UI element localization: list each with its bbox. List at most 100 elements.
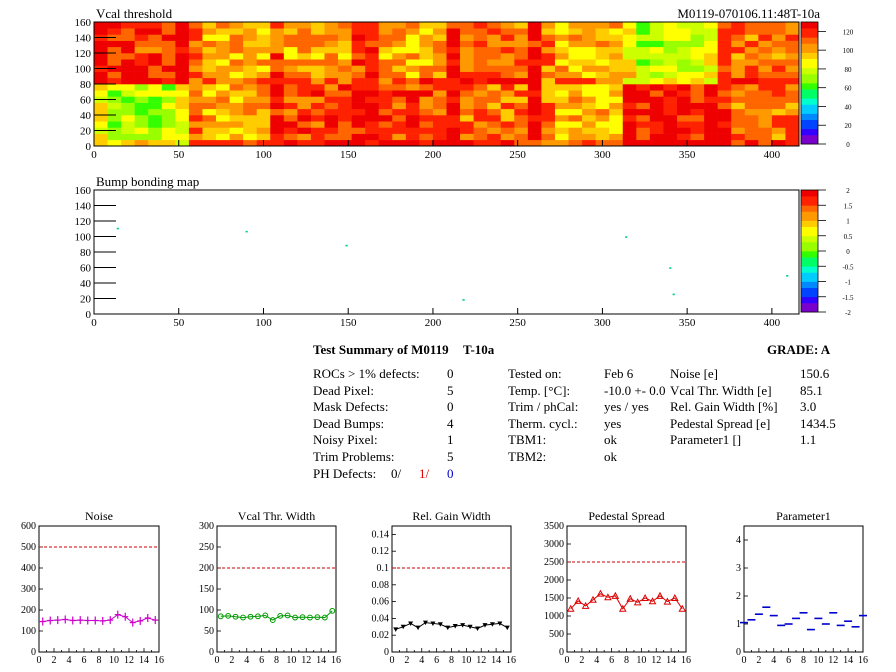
test-info-value: ok [604, 432, 617, 447]
defect-value: 4 [447, 416, 454, 431]
vcal-map-cell [487, 46, 502, 54]
vcal-map-cell [392, 108, 407, 116]
bump-map-x-tick-label: 150 [340, 317, 357, 329]
vcal-map-cell [202, 127, 217, 134]
vcal-map-cell [785, 71, 800, 79]
vcal-map-cell [283, 40, 298, 48]
bump-palette-cell [801, 244, 818, 249]
vcal-map-cell [785, 77, 800, 85]
vcal-map-cell [500, 139, 515, 147]
vcal-map-cell [473, 71, 488, 79]
vcal-map-cell [419, 77, 434, 85]
vcal-map-cell [297, 46, 312, 54]
vcal-map-cell [297, 96, 312, 103]
defect-value: 5 [447, 449, 454, 464]
vcal-map-cell [338, 34, 352, 41]
vcal-map-cell [554, 115, 569, 122]
vcal-map-cell [568, 102, 583, 110]
vcal-map-cell [690, 108, 705, 116]
vcal-map-cell [771, 90, 786, 97]
vcal-map-cell [432, 22, 447, 29]
parameter1-y-tick-label: 0 [736, 647, 741, 658]
bump-map-y-tick-label: 120 [75, 216, 92, 228]
vcal-map-cell [649, 108, 664, 116]
vcal-map-cell [649, 133, 664, 141]
vcal-map-cell [460, 90, 474, 97]
pedestal-spread-x-tick-label: 6 [609, 655, 614, 666]
vcal-map-cell [473, 22, 488, 29]
vcal-map-cell [283, 139, 298, 147]
vcal-palette-cell [801, 58, 818, 63]
vcal-map-cell [175, 40, 190, 48]
vcal-map-cell [731, 59, 746, 66]
vcal-map-cell [392, 71, 407, 79]
vcal-map-cell [107, 84, 122, 91]
bump-palette-cell [801, 281, 818, 285]
noise-x-tick-label: 6 [82, 655, 87, 666]
vcal-map-cell [297, 71, 312, 79]
vcal-map-cell [609, 133, 624, 141]
vcal-map-cell [663, 121, 678, 128]
vcal-map-cell [460, 127, 474, 134]
bump-map-y-tick-label: 140 [75, 201, 92, 213]
vcal-map-cell [365, 90, 380, 97]
vcal-map-cell [310, 108, 325, 116]
bump-palette-cell [801, 299, 818, 304]
vcal-map-cell [446, 71, 461, 79]
vcal-map-cell [121, 71, 135, 79]
pedestal-spread-data-point [678, 604, 687, 612]
gain-width-data-point [393, 627, 399, 632]
vcal-map-cell [243, 121, 257, 128]
vcal-map-cell [514, 133, 529, 141]
gain-width-data-point [482, 623, 488, 628]
vcal-map-cell [256, 53, 271, 60]
vcal-palette-cell [801, 37, 818, 41]
vcal-map-cell [514, 115, 529, 122]
bump-map-y-tick-label: 80 [80, 247, 92, 259]
vcal-map-cell [771, 28, 786, 35]
vcal-map-cell [216, 22, 230, 29]
vcal-map-cell [188, 121, 203, 128]
vcal-map-cell [121, 102, 135, 110]
vcal-map-cell [188, 96, 203, 103]
vcal-map-cell [351, 34, 366, 41]
vcal-map-cell [554, 46, 569, 54]
vcal-map-cell [134, 28, 149, 35]
vcal-map-cell [636, 90, 651, 97]
vcal-map-cell [554, 96, 569, 103]
vcal-map-cell [229, 115, 244, 122]
vcal-map-cell [175, 133, 190, 141]
vcal-map-cell [717, 65, 732, 72]
vcal-map-cell [229, 102, 244, 110]
vcal-map-cell [758, 84, 773, 91]
vcal-map-cell [324, 65, 339, 72]
vcal-map-cell [758, 139, 773, 147]
vcal-map-cell [541, 77, 556, 85]
vcal-width-data-point [255, 613, 261, 620]
vcal-map-cell [229, 127, 244, 134]
vcal-palette-cell [801, 61, 818, 66]
vcal-map-cell [148, 102, 163, 110]
vcal-map-cell [338, 71, 352, 79]
vcal-map-cell [378, 34, 393, 41]
vcal-map-cell [161, 40, 176, 48]
vcal-width-title: Vcal Thr. Width [238, 509, 315, 523]
pedestal-spread-data-point [633, 598, 642, 606]
bump-bonding-map: Bump bonding map 0 50 100 150 200 250 300 350 40… [75, 174, 855, 329]
vcal-map-cell [202, 65, 217, 72]
vcal-map-cell [771, 77, 786, 85]
vcal-map-cell [676, 65, 691, 72]
vcal-map-cell [365, 53, 380, 60]
vcal-map-x-tick-label: 50 [173, 149, 185, 161]
vcal-width-y-tick-label: 300 [199, 521, 214, 532]
vcal-map-cell [94, 90, 108, 97]
vcal-map-cell [609, 53, 624, 60]
vcal-map-cell [419, 133, 434, 141]
vcal-map-cell [338, 121, 352, 128]
gain-width-data-point [489, 622, 495, 627]
bump-palette-cell [801, 302, 818, 307]
vcal-map-cell [541, 108, 556, 116]
vcal-map-cell [378, 121, 393, 128]
vcal-map-cell [771, 139, 786, 147]
